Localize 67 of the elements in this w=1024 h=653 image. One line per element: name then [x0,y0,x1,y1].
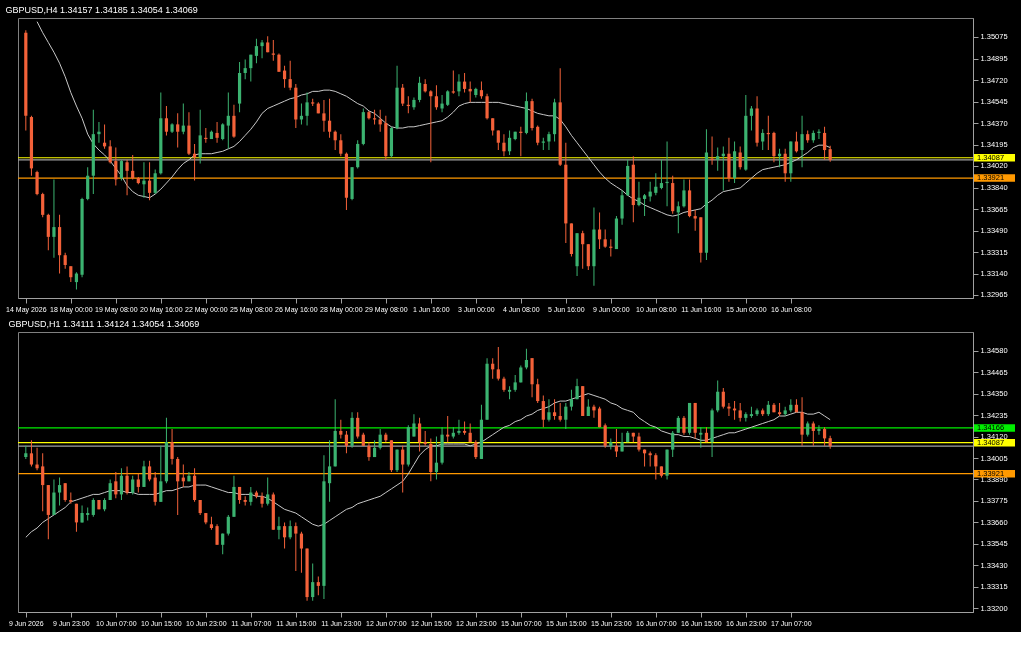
candlestick [710,408,714,458]
candlestick [260,492,264,508]
candlestick [395,65,399,130]
candlestick [412,414,416,437]
candlestick [502,376,506,392]
candlestick [305,92,309,126]
candlestick [80,197,84,278]
candlestick [52,179,56,258]
candlestick [665,449,669,480]
candlestick [682,179,686,208]
candlestick [35,170,39,196]
candlestick [232,104,236,138]
line-series [36,21,831,217]
candlestick [575,233,579,276]
candlestick [457,419,461,435]
candlestick [772,131,776,163]
candlestick [350,167,354,201]
candlestick [215,121,219,143]
candlestick [620,432,624,452]
candlestick [575,378,579,400]
candlestick [637,181,641,207]
candlestick [277,53,281,72]
chart-title: GBPUSD,H4 1.34157 1.34185 1.34054 1.34069 [5,5,198,15]
candlestick [530,98,534,131]
chart-title: GBPUSD,H1 1.34111 1.34124 1.34054 1.34069 [8,319,200,329]
candlestick [581,386,585,416]
candlestick [451,70,455,94]
candlestick [271,40,275,61]
candlestick [260,40,264,59]
candlestick [311,98,315,107]
candlestick [322,99,326,132]
candlestick [682,416,686,435]
candlestick [187,112,191,155]
candlestick [727,402,731,416]
candlestick [541,137,545,151]
candlestick [367,442,371,461]
candlestick [125,159,129,196]
candlestick [277,516,281,540]
candlestick [322,455,326,599]
candlestick [440,427,444,465]
candlestick [592,207,596,286]
candlestick [755,96,759,147]
candlestick [215,524,219,545]
candlestick [142,460,146,487]
candlestick [80,505,84,523]
candlestick [232,475,236,517]
candlestick [530,358,534,398]
candlestick [755,408,759,416]
candlestick [800,115,804,168]
candlestick [727,137,731,182]
candlestick [170,429,174,465]
candlestick [817,425,821,435]
candlestick [485,93,489,120]
candlestick [485,358,489,420]
candlestick [125,466,129,495]
candlestick [412,97,416,110]
candlestick [395,449,399,472]
candlestick [620,190,624,225]
candlestick [800,397,804,446]
candlestick [97,500,101,510]
candlestick [547,131,551,151]
candlestick [547,399,551,422]
candlestick [170,123,174,133]
candlestick [305,548,309,601]
candlestick [350,412,354,448]
candlestick [637,432,641,452]
candlestick [52,479,56,515]
